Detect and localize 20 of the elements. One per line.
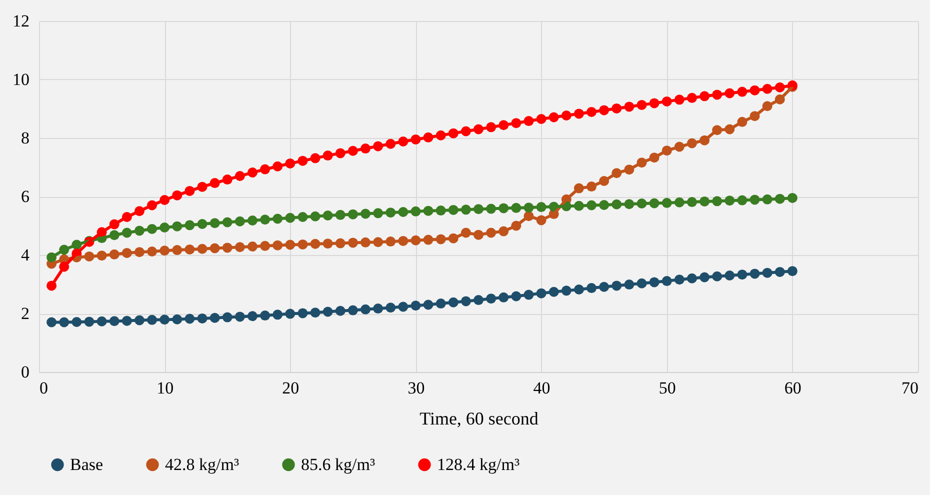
x-tick-label: 50 [658,378,676,398]
x-tick-label: 70 [902,378,918,398]
y-tick-label: 10 [12,70,30,89]
y-tick-label: 4 [21,246,30,264]
y-tick-label: 0 [21,362,30,382]
legend-label: 85.6 kg/m³ [301,454,376,474]
x-axis-title: Time, 60 second [420,408,538,428]
x-tick-label: 40 [533,378,550,398]
x-tick-label: 60 [784,378,802,398]
x-tick-label: 30 [408,378,425,398]
x-tick-label: 0 [40,378,48,398]
x-tick-label: 20 [282,378,300,398]
y-tick-label: 8 [21,128,30,148]
y-tick-label: 2 [21,304,30,323]
legend-label: 42.8 kg/m³ [165,454,240,474]
legend-label: 128.4 kg/m³ [437,454,520,474]
legend-label: Base [70,454,104,474]
y-tick-label: 12 [12,12,30,30]
x-tick-label: 10 [156,378,174,398]
y-tick-label: 6 [21,187,30,206]
